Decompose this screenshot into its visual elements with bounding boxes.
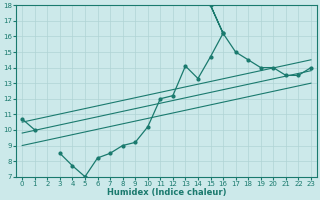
X-axis label: Humidex (Indice chaleur): Humidex (Indice chaleur) xyxy=(107,188,226,197)
